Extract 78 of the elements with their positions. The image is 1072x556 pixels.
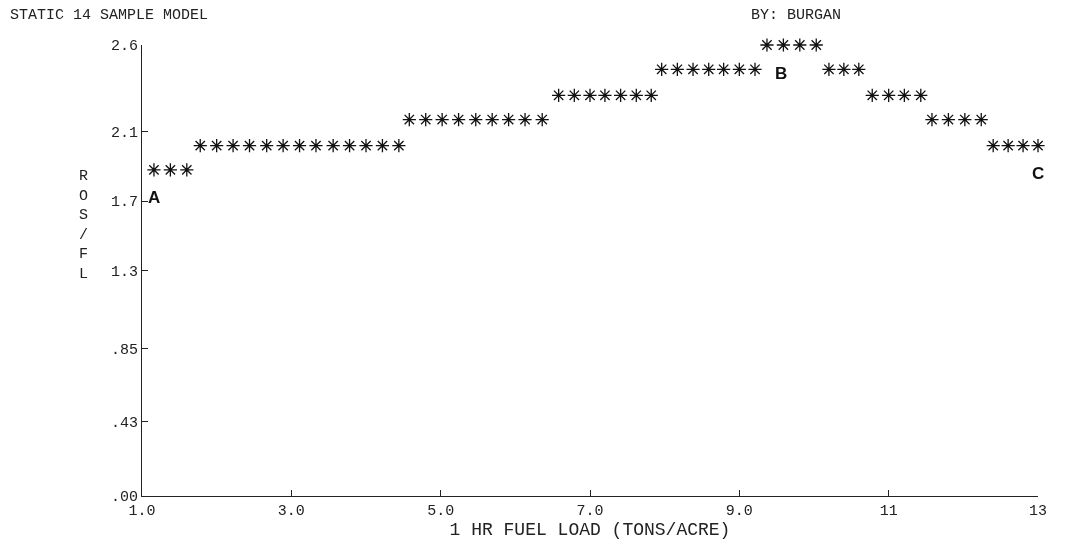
point <box>225 138 241 153</box>
point <box>342 138 357 153</box>
annotation: B <box>775 64 788 83</box>
y-tick-label: .85 <box>110 341 138 359</box>
x-tick-label: 9.0 <box>725 503 753 520</box>
point <box>759 37 775 53</box>
point <box>864 88 880 103</box>
point <box>402 112 417 127</box>
point <box>192 138 208 153</box>
annotation: A <box>148 188 161 207</box>
point <box>985 138 1001 153</box>
point <box>851 62 867 77</box>
point <box>146 162 162 178</box>
y-tick-label: 1.3 <box>110 263 138 281</box>
point <box>670 62 685 77</box>
point <box>629 88 644 103</box>
point <box>418 112 433 127</box>
point <box>808 37 824 53</box>
point <box>391 138 407 153</box>
point <box>567 88 582 103</box>
point <box>613 88 628 103</box>
point <box>747 62 763 77</box>
point <box>551 88 566 103</box>
point <box>308 138 324 153</box>
point <box>913 88 929 103</box>
point <box>776 37 791 53</box>
point <box>897 88 912 103</box>
point <box>358 138 374 153</box>
point <box>924 112 940 127</box>
point <box>1015 138 1031 153</box>
x-tick-label: 5.0 <box>427 503 455 520</box>
point <box>643 88 659 103</box>
point <box>597 88 613 103</box>
y-tick-label: 2.6 <box>110 38 138 56</box>
point <box>534 112 550 127</box>
point <box>468 112 484 127</box>
x-tick-label: 3.0 <box>277 503 305 520</box>
y-tick-label: .43 <box>110 414 138 432</box>
y-axis-title: ROS/FL <box>79 168 89 283</box>
point <box>1000 138 1016 153</box>
point <box>582 88 598 103</box>
point <box>517 112 533 127</box>
chart-subtitle: BY: BURGAN <box>751 7 842 24</box>
x-tick-label: 7.0 <box>576 503 604 520</box>
point <box>881 88 896 103</box>
point <box>242 138 257 153</box>
point <box>792 37 808 53</box>
annotation: C <box>1032 164 1045 183</box>
x-tick-label: 13 <box>1028 503 1048 520</box>
point <box>163 162 178 178</box>
point <box>1030 138 1046 153</box>
point <box>434 112 450 127</box>
point <box>484 112 500 127</box>
y-tick-label: 2.1 <box>110 124 138 142</box>
point <box>941 112 956 127</box>
point <box>275 138 291 153</box>
point <box>209 138 224 153</box>
point <box>957 112 973 127</box>
point <box>654 62 669 77</box>
point <box>821 62 837 77</box>
chart-title: STATIC 14 SAMPLE MODEL <box>10 7 209 24</box>
point <box>501 112 516 127</box>
x-tick-label: 11 <box>879 503 898 520</box>
point <box>325 138 341 153</box>
point <box>974 112 989 127</box>
point <box>732 62 747 77</box>
point <box>292 138 307 153</box>
point <box>179 162 195 178</box>
point <box>375 138 390 153</box>
x-axis-title: 1 HR FUEL LOAD (TONS/ACRE) <box>449 520 731 540</box>
point <box>716 62 731 77</box>
y-tick-label: 1.7 <box>110 194 138 212</box>
x-tick-label: 1.0 <box>128 503 156 520</box>
point <box>685 62 701 77</box>
point <box>836 62 852 77</box>
point <box>451 112 466 127</box>
point <box>259 138 274 153</box>
point <box>701 62 716 77</box>
